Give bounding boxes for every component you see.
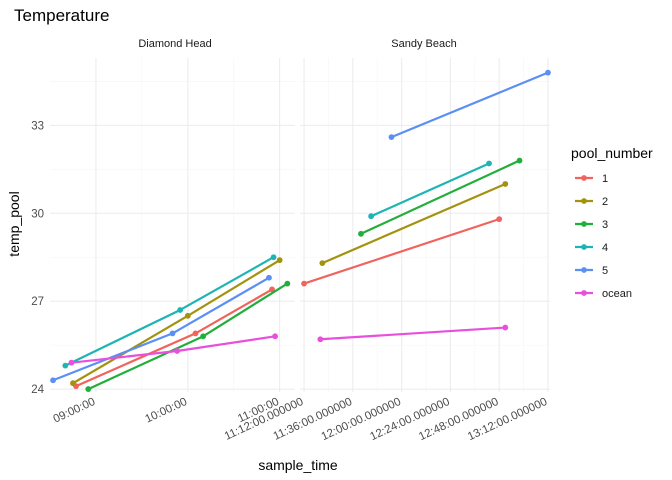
data-point-pool-5: [169, 330, 176, 337]
legend-label: 2: [602, 196, 608, 208]
data-point-pool-4: [486, 160, 492, 167]
data-point-pool-ocean: [272, 333, 278, 340]
data-point-pool-3: [516, 157, 523, 164]
data-series: [50, 69, 551, 392]
x-tick-label: 10:00:00: [143, 396, 189, 426]
data-point-pool-3: [200, 333, 207, 340]
data-point-pool-2: [70, 380, 76, 387]
panel-sandy-beach-grid: [300, 58, 550, 392]
data-point-pool-1: [192, 330, 199, 337]
x-axis-ticks: 09:00:00 10:00:00 11:00:0011:12:00.0000001…: [52, 396, 550, 443]
y-axis-title: temp_pool: [6, 191, 22, 256]
y-tick-label: 27: [31, 296, 44, 308]
panel-diamond-head-grid: [50, 58, 295, 392]
data-point-pool-4: [177, 307, 184, 313]
data-point-pool-3: [85, 386, 92, 392]
legend-key-point: [581, 267, 587, 273]
y-tick-label: 30: [31, 208, 44, 220]
legend-key-point: [581, 198, 587, 204]
data-point-pool-5: [50, 377, 56, 384]
data-point-pool-2: [184, 312, 191, 319]
data-point-pool-5: [545, 69, 551, 76]
legend-label: 1: [602, 173, 608, 185]
panel-strip-diamond-head: Diamond Head: [138, 38, 211, 50]
data-point-pool-2: [502, 181, 509, 187]
legend: pool_number 1 2 3 4 5 ocean: [571, 145, 653, 300]
data-point-pool-1: [269, 286, 275, 293]
series-line-pool-5-panel-2: [390, 71, 550, 139]
legend-label: 4: [602, 242, 608, 254]
data-point-pool-4: [62, 362, 69, 369]
legend-key-point: [581, 244, 587, 250]
legend-label: 3: [602, 219, 608, 231]
series-line-pool-1-panel-2: [302, 218, 501, 285]
data-point-pool-1: [496, 216, 503, 223]
data-point-pool-5: [388, 134, 395, 141]
data-point-pool-5: [266, 274, 272, 281]
data-point-pool-ocean: [174, 348, 180, 354]
x-axis-title: sample_time: [258, 457, 338, 473]
y-tick-label: 24: [31, 384, 44, 396]
series-line-pool-5-panel-1: [51, 276, 271, 382]
series-line-pool-2-panel-2: [321, 182, 507, 265]
data-point-pool-1: [301, 280, 307, 287]
data-point-pool-3: [358, 230, 364, 237]
data-point-pool-ocean: [317, 336, 324, 343]
data-point-pool-4: [368, 213, 375, 220]
panel-strip-sandy-beach: Sandy Beach: [391, 38, 456, 50]
series-line-pool-4-panel-2: [370, 162, 491, 218]
x-tick-label: 09:00:00: [52, 396, 98, 426]
series-line-pool-ocean-panel-2: [319, 326, 507, 341]
data-point-pool-4: [270, 254, 277, 261]
legend-key-point: [581, 175, 587, 181]
data-point-pool-2: [276, 257, 283, 264]
chart-title: Temperature: [14, 6, 109, 25]
data-point-pool-2: [319, 260, 326, 266]
data-point-pool-ocean: [502, 324, 509, 331]
series-line-pool-1-panel-1: [74, 288, 274, 388]
legend-title: pool_number: [571, 145, 653, 161]
legend-key-point: [581, 221, 587, 227]
series-line-pool-2-panel-1: [71, 259, 281, 385]
legend-label: 5: [602, 265, 608, 277]
series-line-pool-3-panel-2: [359, 159, 521, 235]
y-tick-label: 33: [31, 120, 44, 132]
y-axis-ticks: 24 27 30 33: [31, 120, 44, 396]
data-point-pool-ocean: [68, 359, 75, 366]
legend-key-point: [581, 290, 587, 296]
data-point-pool-3: [284, 280, 291, 287]
legend-label: ocean: [602, 288, 632, 300]
